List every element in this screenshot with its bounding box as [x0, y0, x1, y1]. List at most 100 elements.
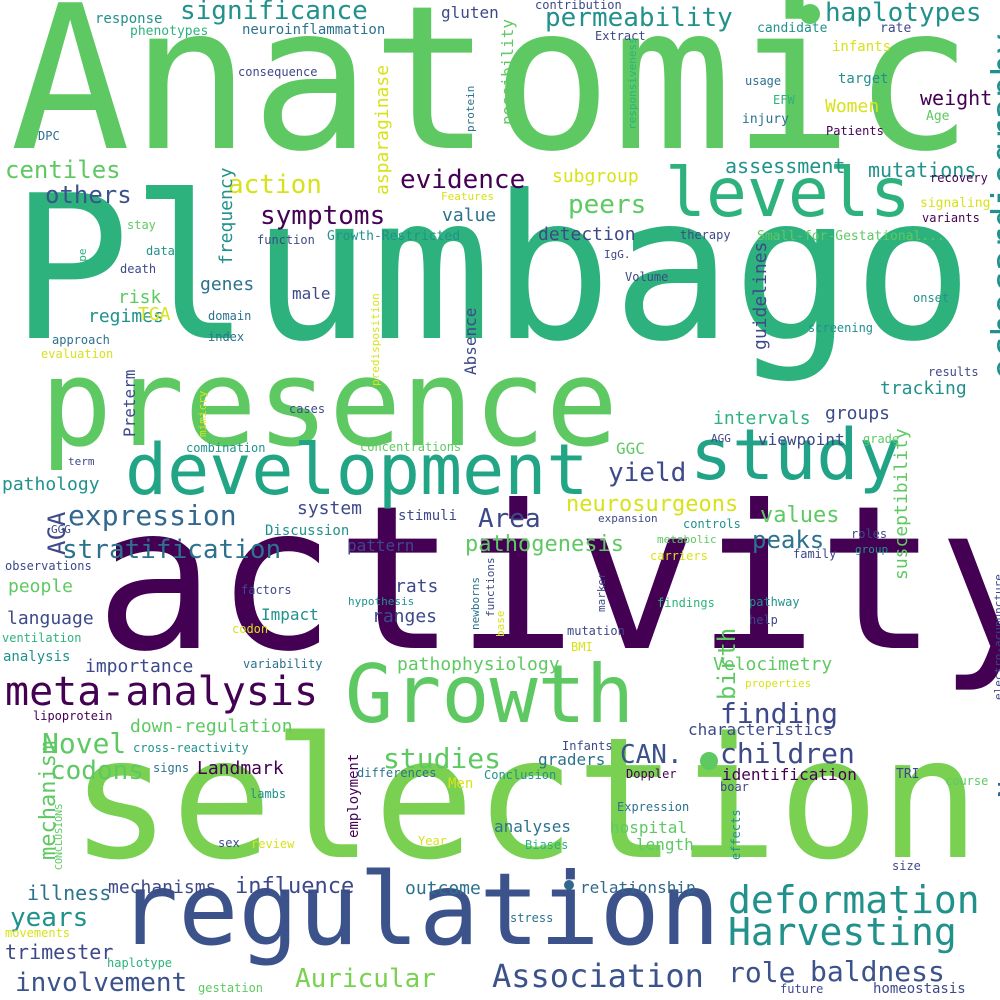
word-functions: functions: [484, 557, 497, 617]
word-nerve: Nerve: [992, 713, 1000, 798]
word-extract: Extract: [595, 29, 646, 43]
word-gluten: gluten: [441, 3, 499, 22]
word-age: Age: [926, 109, 950, 124]
word-size: size: [892, 859, 921, 873]
word-selection: selection: [70, 701, 981, 897]
word-groups: groups: [825, 403, 891, 424]
word-preterm: Preterm: [120, 369, 139, 437]
word-neuroinflammation: neuroinflammation: [242, 22, 386, 38]
word-landmark: Landmark: [197, 758, 284, 779]
word-finding: finding: [720, 697, 839, 730]
word-lambs: lambs: [250, 787, 287, 801]
word-type: type: [76, 248, 89, 276]
word-levels: levels: [665, 154, 911, 233]
word-possibility: possibility: [498, 19, 517, 125]
word-activity: activity: [95, 463, 1000, 696]
word-stay: stay: [127, 218, 156, 232]
word-stratification: stratification: [62, 535, 282, 565]
word-homeostasis: homeostasis: [873, 981, 966, 997]
word-pathway: pathway: [749, 595, 800, 609]
word-dpc: DPC: [38, 129, 60, 143]
word-signs: signs: [153, 761, 190, 775]
word-biases: Biases: [525, 838, 569, 852]
word-codon: codon: [232, 622, 269, 636]
word-permeability: permeability: [545, 3, 733, 33]
word-discussion: Discussion: [265, 523, 350, 539]
word-function: function: [257, 233, 315, 247]
word-yield: yield: [608, 458, 687, 488]
word-usage: usage: [745, 74, 782, 88]
word-observations: observations: [5, 559, 92, 573]
word-review: review: [251, 837, 295, 851]
word-stress: stress: [510, 911, 554, 925]
word-subgroup: subgroup: [552, 166, 639, 187]
word-target: target: [838, 71, 889, 87]
word-years: years: [10, 903, 89, 933]
word-hospital: hospital: [610, 818, 688, 837]
word-auricular: Auricular: [295, 964, 436, 994]
word-injury: injury: [742, 112, 789, 127]
dot-middle: [700, 752, 718, 770]
word-infants: infants: [832, 39, 892, 55]
word-pattern: pattern: [347, 536, 415, 555]
word-ranges: ranges: [372, 606, 438, 627]
word-area: Area: [478, 504, 541, 534]
word-ventilation: ventilation: [2, 631, 82, 645]
word-plumbago: Plumbago: [10, 153, 974, 386]
word-system: system: [297, 498, 363, 519]
word-onset: onset: [913, 291, 950, 305]
word-marker: marker: [595, 572, 608, 612]
word-combination: combination: [186, 441, 266, 455]
word-analysis: analysis: [3, 649, 71, 665]
word-death: death: [120, 262, 157, 276]
word-doppler: Doppler: [626, 767, 677, 781]
word-expression: expression: [68, 499, 237, 532]
word-small-for-gestational: Small-for-Gestational...: [757, 229, 945, 244]
word-course: course: [945, 774, 989, 788]
word-conclusion: Conclusion: [484, 768, 557, 782]
word-movements: movements: [5, 926, 71, 940]
word-genes: genes: [200, 274, 255, 295]
word-consequence: consequence: [238, 65, 318, 79]
word-codons: codons: [50, 756, 144, 786]
word-harvesting: Harvesting: [728, 910, 957, 954]
word-can: CAN.: [620, 740, 683, 770]
word-illness: illness: [27, 881, 112, 905]
word-agg: AGG: [711, 432, 731, 445]
word-infants: Infants: [562, 739, 613, 753]
word-influence: influence: [235, 874, 355, 899]
word-value: value: [442, 205, 497, 226]
word-language: language: [7, 608, 94, 629]
word-graders: graders: [538, 750, 606, 769]
word-relationship: relationship: [580, 878, 696, 897]
word-peers: peers: [568, 190, 647, 220]
word-centiles: centiles: [5, 156, 121, 184]
word-action: action: [228, 170, 322, 200]
word-development: development: [125, 429, 589, 511]
word-ggc: GGC: [616, 439, 645, 458]
word-risk: risk: [118, 287, 162, 308]
word-weight: weight: [920, 86, 993, 110]
word-recovery: recovery: [930, 171, 988, 185]
word-study: study: [690, 414, 901, 496]
word-rats: rats: [395, 576, 439, 597]
word-association: Association: [492, 957, 704, 995]
word-peaks: peaks: [752, 526, 825, 554]
word-symptoms: symptoms: [260, 201, 386, 231]
word-controls: controls: [683, 517, 741, 531]
word-intervals: intervals: [713, 408, 811, 429]
word-patients: Patients: [826, 124, 884, 138]
word-findings: findings: [657, 596, 715, 610]
word-cross-reactivity: cross-reactivity: [133, 741, 249, 755]
word-help: help: [749, 613, 778, 627]
word-newborns: newborns: [469, 577, 482, 630]
word-viewpoint: viewpoint: [758, 430, 845, 449]
word-pathophysiology: pathophysiology: [397, 654, 560, 675]
word-variability: variability: [243, 657, 323, 671]
word-down-regulation: down-regulation: [130, 716, 293, 737]
word-significance: significance: [180, 0, 368, 26]
word-efw: EFW: [773, 93, 795, 107]
word-igg: IgG.: [604, 248, 631, 261]
word-tri: TRI: [896, 767, 920, 782]
